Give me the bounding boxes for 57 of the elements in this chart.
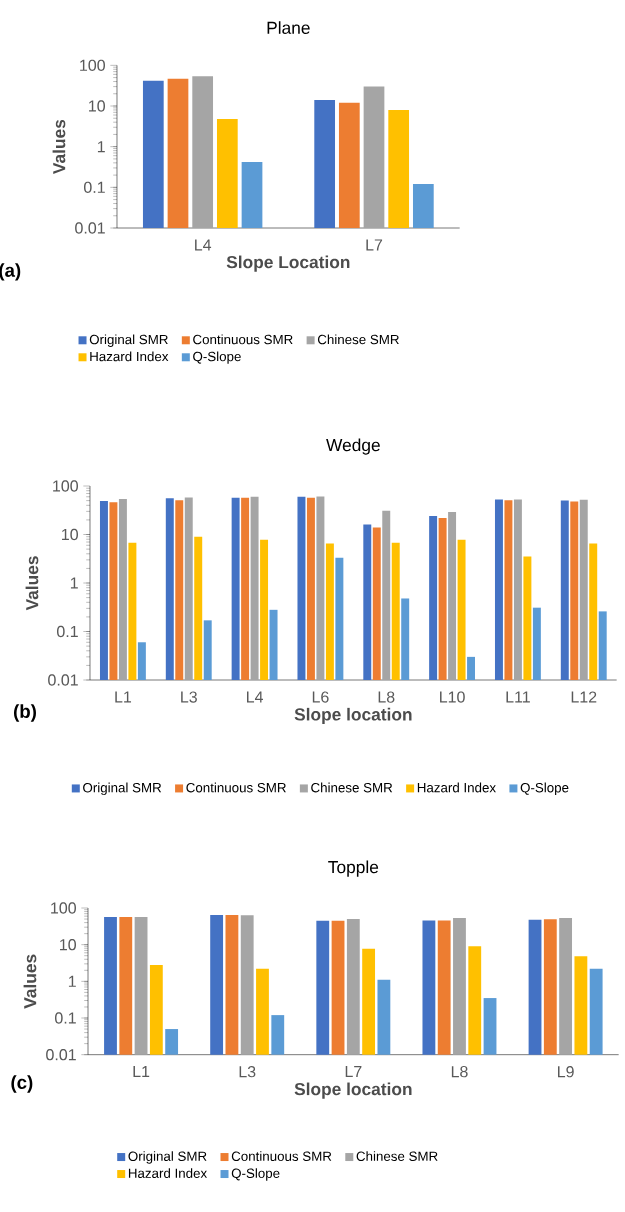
y-tick-label: 100 (51, 902, 76, 914)
legend-label: Q-Slope (520, 782, 569, 796)
chart-title: Plane (267, 21, 310, 34)
y-tick-label: 0.1 (55, 1012, 76, 1024)
y-tick-label: 0.01 (46, 1049, 76, 1061)
y-axis-title: Values (52, 119, 66, 175)
y-tick-label: 0.01 (75, 222, 105, 234)
x-tick-label: L11 (506, 691, 530, 703)
legend-label: Continuous SMR (186, 782, 286, 793)
x-tick-label: L3 (181, 691, 197, 703)
legend-label: Q-Slope (193, 351, 241, 364)
y-tick-label: 0.1 (57, 625, 78, 638)
y-axis-title: Values (23, 954, 37, 1009)
legend-label: Q-Slope (231, 1168, 280, 1181)
y-tick-label: 0.1 (84, 181, 105, 193)
legend-label: Hazard Index (417, 782, 496, 793)
chart-title: Topple (328, 860, 379, 877)
chart-title: Wedge (326, 438, 380, 455)
x-tick-label: L7 (366, 239, 383, 251)
text: (b) (14, 704, 36, 722)
legend-label: Chinese SMR (356, 1151, 438, 1161)
x-tick-label: L8 (451, 1066, 468, 1078)
x-tick-label: L12 (571, 691, 597, 703)
y-tick-label: 10 (62, 528, 78, 541)
x-tick-label: L6 (312, 691, 329, 703)
text: (a) (0, 263, 21, 281)
text: (c) (11, 1075, 33, 1093)
x-axis-title: Slope location (294, 707, 412, 725)
legend-label: Hazard Index (128, 1168, 207, 1178)
y-tick-label: 1 (70, 577, 78, 589)
x-tick-label: L7 (345, 1066, 362, 1078)
legend-label: Chinese SMR (317, 334, 399, 345)
x-tick-label: L10 (440, 691, 465, 703)
x-tick-label: L1 (115, 691, 132, 703)
legend-label: Chinese SMR (311, 782, 393, 793)
y-tick-label: 1 (97, 141, 105, 153)
x-tick-label: L8 (378, 691, 395, 703)
y-tick-label: 10 (89, 100, 105, 112)
y-axis-title: Values (25, 556, 39, 611)
legend-label: Continuous SMR (193, 334, 293, 345)
legend-label: Hazard Index (90, 351, 169, 362)
legend-label: Original SMR (128, 1151, 207, 1164)
legend-label: Original SMR (89, 334, 168, 347)
y-tick-label: 0.01 (48, 674, 78, 686)
y-tick-label: 100 (53, 480, 78, 492)
x-tick-label: L4 (195, 239, 212, 251)
x-axis-title: Slope location (294, 1082, 412, 1099)
x-tick-label: L3 (239, 1066, 256, 1078)
x-tick-label: L4 (247, 691, 264, 703)
x-tick-label: L1 (133, 1066, 150, 1078)
y-tick-label: 1 (68, 975, 76, 987)
x-tick-label: L9 (558, 1066, 574, 1078)
legend-label: Original SMR (83, 782, 162, 796)
y-tick-label: 10 (60, 939, 76, 951)
x-axis-title: Slope Location (226, 255, 350, 272)
legend-label: Continuous SMR (231, 1151, 332, 1161)
y-tick-label: 100 (80, 59, 105, 71)
